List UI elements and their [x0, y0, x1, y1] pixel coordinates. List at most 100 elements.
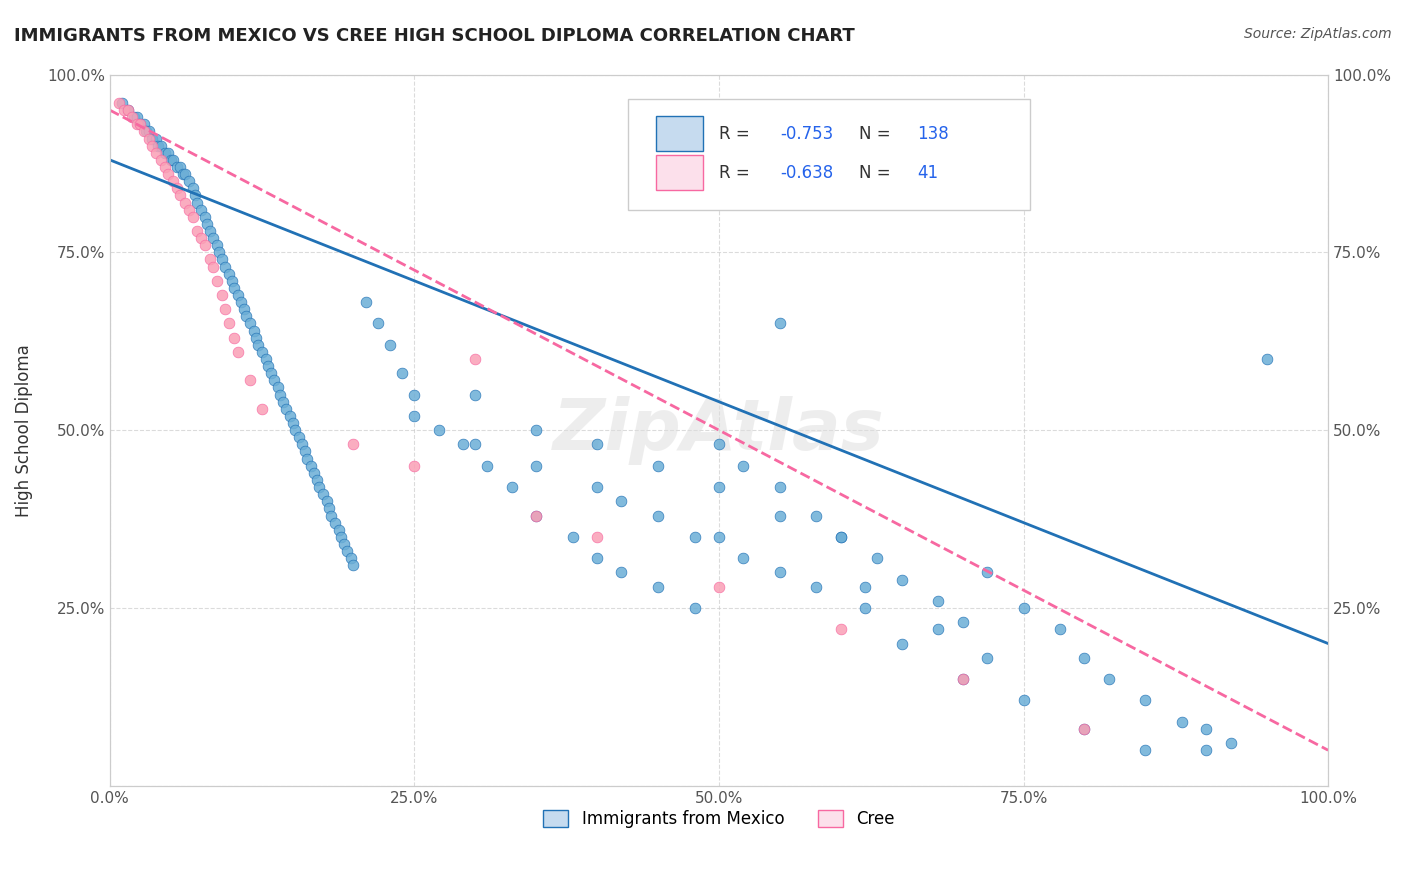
Point [1219, 736, 1241, 750]
Point [890, 573, 912, 587]
Point [707, 530, 730, 544]
Point [927, 623, 949, 637]
Point [1135, 693, 1157, 707]
Point [769, 566, 792, 580]
Point [263, 373, 285, 387]
Point [153, 145, 176, 160]
Point [610, 494, 633, 508]
Text: ZipAtlas: ZipAtlas [553, 396, 884, 465]
Point [1012, 693, 1035, 707]
Point [218, 317, 240, 331]
Text: -0.638: -0.638 [780, 163, 834, 182]
Point [342, 437, 364, 451]
Point [145, 145, 167, 160]
Point [135, 124, 157, 138]
Point [250, 345, 273, 359]
Point [378, 338, 401, 352]
Point [232, 302, 254, 317]
Point [208, 245, 231, 260]
Point [157, 145, 180, 160]
Point [561, 530, 583, 544]
Text: 138: 138 [918, 125, 949, 143]
Point [231, 295, 253, 310]
Point [952, 672, 974, 686]
Point [226, 288, 249, 302]
Point [211, 252, 233, 267]
Point [524, 508, 547, 523]
Point [153, 160, 176, 174]
Point [976, 650, 998, 665]
Point [281, 416, 304, 430]
Point [214, 302, 236, 317]
Point [806, 580, 828, 594]
Point [299, 458, 322, 473]
Point [117, 103, 139, 117]
Point [205, 238, 228, 252]
Point [586, 480, 609, 494]
Point [1049, 623, 1071, 637]
FancyBboxPatch shape [655, 155, 703, 190]
Point [952, 672, 974, 686]
Text: -0.753: -0.753 [780, 125, 834, 143]
Point [1256, 351, 1278, 366]
Point [205, 274, 228, 288]
Point [1135, 743, 1157, 757]
Point [294, 444, 316, 458]
Point [278, 409, 301, 423]
Point [132, 117, 155, 131]
Point [295, 451, 318, 466]
Point [830, 623, 852, 637]
Point [291, 437, 314, 451]
Point [586, 551, 609, 566]
Point [927, 594, 949, 608]
Point [138, 131, 160, 145]
Point [222, 281, 245, 295]
Point [806, 508, 828, 523]
Point [172, 167, 194, 181]
Point [1195, 722, 1218, 736]
Point [190, 202, 212, 217]
Point [186, 224, 208, 238]
Point [866, 551, 889, 566]
Point [1073, 722, 1095, 736]
Point [194, 210, 217, 224]
Point [464, 387, 486, 401]
Point [683, 601, 706, 615]
Point [117, 103, 139, 117]
Point [125, 117, 148, 131]
FancyBboxPatch shape [655, 116, 703, 151]
Point [404, 387, 426, 401]
Point [1098, 672, 1121, 686]
Point [190, 231, 212, 245]
Point [323, 516, 346, 530]
Point [129, 117, 152, 131]
Point [707, 580, 730, 594]
Point [464, 437, 486, 451]
Point [1195, 743, 1218, 757]
Point [129, 117, 152, 131]
Point [853, 601, 876, 615]
Point [149, 153, 172, 167]
Point [198, 252, 221, 267]
Point [149, 138, 172, 153]
Point [312, 487, 335, 501]
Point [162, 153, 184, 167]
Point [707, 480, 730, 494]
Point [162, 174, 184, 188]
Point [830, 530, 852, 544]
Point [354, 295, 377, 310]
Point [181, 181, 204, 195]
Point [195, 217, 218, 231]
Point [332, 537, 354, 551]
Point [242, 324, 264, 338]
Point [769, 480, 792, 494]
Point [1012, 601, 1035, 615]
Point [830, 530, 852, 544]
Point [683, 530, 706, 544]
Point [174, 195, 197, 210]
Point [169, 160, 191, 174]
Point [586, 437, 609, 451]
FancyBboxPatch shape [627, 99, 1029, 210]
Point [186, 195, 208, 210]
Point [330, 530, 353, 544]
